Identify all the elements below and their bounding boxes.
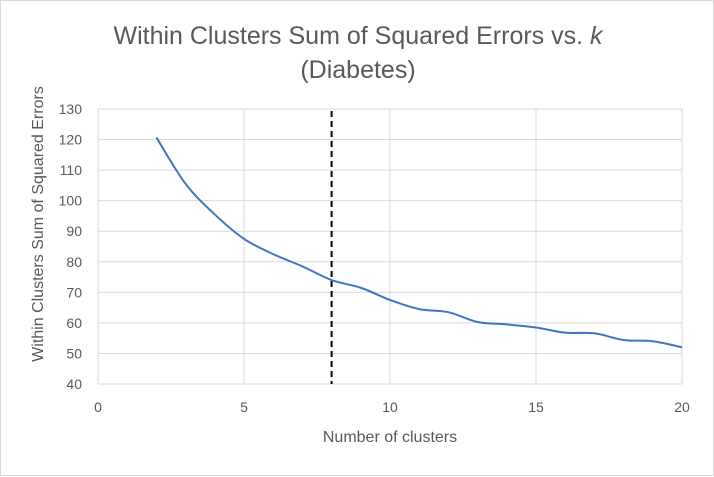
x-tick-label: 0	[94, 399, 102, 415]
x-axis-label: Number of clusters	[323, 429, 457, 446]
chart-subtitle: (Diabetes)	[300, 56, 416, 84]
x-tick-label: 15	[528, 399, 544, 415]
chart-title: Within Clusters Sum of Squared Errors vs…	[1, 19, 714, 87]
y-tick-label: 120	[59, 132, 83, 148]
gridlines	[98, 108, 683, 384]
y-tick-label: 90	[66, 223, 82, 239]
chart-title-variable: k	[590, 22, 603, 50]
y-tick-label: 40	[66, 376, 82, 392]
sse-series-line	[155, 136, 683, 349]
y-axis-label: Within Clusters Sum of Squared Errors	[30, 86, 47, 362]
x-tick-label: 5	[240, 399, 248, 415]
y-tick-label: 100	[59, 193, 83, 209]
chart-title-text: Within Clusters Sum of Squared Errors vs…	[113, 22, 584, 50]
x-tick-label: 10	[382, 399, 398, 415]
y-tick-label: 50	[66, 345, 82, 361]
y-tick-label: 70	[66, 284, 82, 300]
axes	[97, 109, 682, 385]
tick-labels: 40 50 60 70 80 90 100 110 120 130 0 5 10 15 20	[59, 101, 690, 415]
y-tick-label: 130	[59, 101, 83, 117]
y-tick-label: 60	[66, 315, 82, 331]
x-tick-label: 20	[674, 399, 690, 415]
y-tick-label: 110	[60, 162, 83, 178]
series-layer	[155, 136, 683, 349]
y-tick-label: 80	[66, 254, 82, 270]
